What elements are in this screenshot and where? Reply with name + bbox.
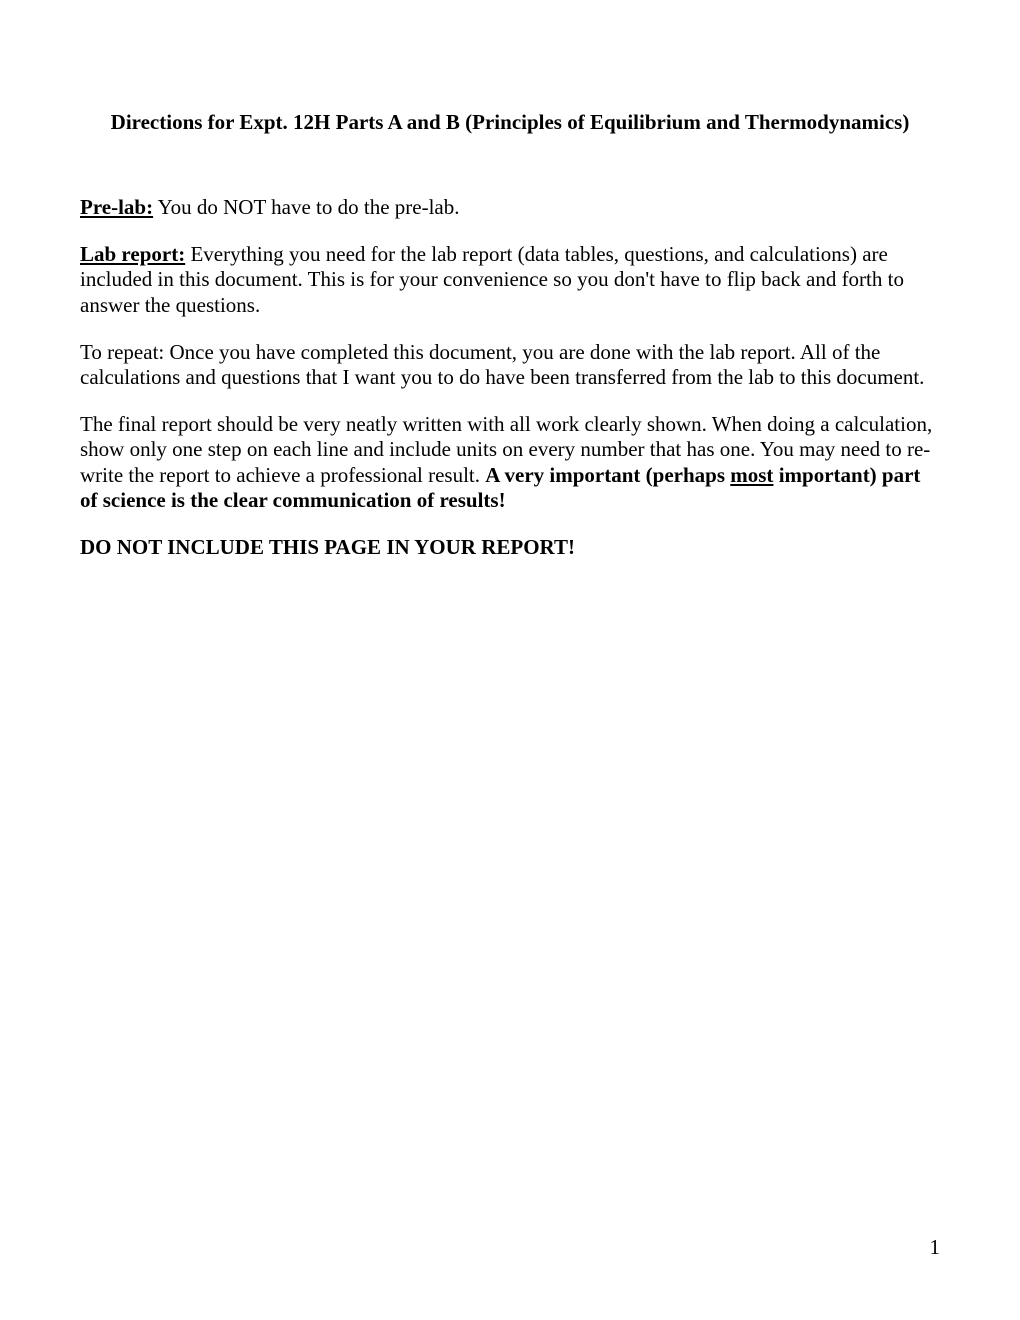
prelab-paragraph: Pre-lab: You do NOT have to do the pre-l…: [80, 195, 940, 220]
labreport-text: Everything you need for the lab report (…: [80, 242, 904, 316]
labreport-paragraph: Lab report: Everything you need for the …: [80, 242, 940, 318]
final-paragraph: The final report should be very neatly w…: [80, 412, 940, 513]
labreport-label: Lab report:: [80, 242, 185, 266]
document-title: Directions for Expt. 12H Parts A and B (…: [80, 110, 940, 135]
repeat-paragraph: To repeat: Once you have completed this …: [80, 340, 940, 390]
final-bold-1: A very important (perhaps: [485, 463, 730, 487]
prelab-text: You do NOT have to do the pre-lab.: [153, 195, 459, 219]
page-number: 1: [930, 1235, 941, 1260]
prelab-label: Pre-lab:: [80, 195, 153, 219]
final-most: most: [730, 463, 773, 487]
donot-paragraph: DO NOT INCLUDE THIS PAGE IN YOUR REPORT!: [80, 535, 940, 560]
